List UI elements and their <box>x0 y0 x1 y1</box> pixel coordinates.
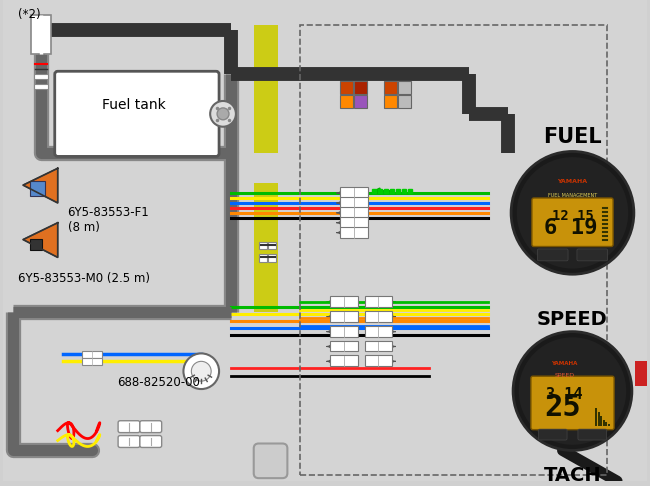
Bar <box>600 416 602 426</box>
Bar <box>330 326 358 337</box>
Text: Fuel tank: Fuel tank <box>102 98 166 112</box>
Circle shape <box>217 108 229 120</box>
Bar <box>254 25 278 154</box>
FancyBboxPatch shape <box>140 435 162 448</box>
FancyBboxPatch shape <box>532 198 613 246</box>
Bar <box>635 361 647 386</box>
Bar <box>384 95 397 108</box>
Bar <box>330 355 358 366</box>
Circle shape <box>210 101 236 127</box>
FancyBboxPatch shape <box>538 429 567 440</box>
Circle shape <box>516 156 629 269</box>
FancyBboxPatch shape <box>577 249 608 261</box>
Bar <box>365 296 393 307</box>
Text: 688-82520-00: 688-82520-00 <box>117 376 200 389</box>
FancyBboxPatch shape <box>538 249 568 261</box>
Circle shape <box>513 331 632 451</box>
Text: TACH: TACH <box>543 466 601 485</box>
Bar <box>354 81 367 94</box>
Bar <box>365 326 393 337</box>
FancyBboxPatch shape <box>118 435 140 448</box>
Text: YAMAHA: YAMAHA <box>551 361 578 366</box>
Bar <box>365 341 393 351</box>
Bar <box>259 254 266 262</box>
Bar <box>30 239 42 250</box>
Bar <box>30 181 45 196</box>
Bar <box>365 311 393 322</box>
Text: SPEED: SPEED <box>554 373 575 378</box>
Polygon shape <box>23 223 58 258</box>
Text: (8 m): (8 m) <box>68 221 99 234</box>
Text: 6 19: 6 19 <box>544 218 597 238</box>
Bar <box>34 74 48 79</box>
FancyBboxPatch shape <box>531 376 614 430</box>
Circle shape <box>518 337 627 446</box>
Bar <box>340 207 367 218</box>
Bar <box>34 84 48 89</box>
Bar <box>605 422 607 426</box>
Bar <box>608 424 610 426</box>
Bar <box>340 217 367 227</box>
Circle shape <box>183 353 219 389</box>
Circle shape <box>191 361 211 381</box>
Bar <box>83 358 102 365</box>
Bar <box>398 81 411 94</box>
Bar <box>598 412 600 426</box>
Bar <box>300 25 607 475</box>
Text: 3 14: 3 14 <box>546 386 583 401</box>
Bar <box>398 95 411 108</box>
Bar <box>384 81 397 94</box>
Text: (*2): (*2) <box>18 8 41 21</box>
Polygon shape <box>23 168 58 203</box>
Bar <box>330 296 358 307</box>
Bar <box>83 351 102 358</box>
FancyBboxPatch shape <box>254 444 287 478</box>
FancyBboxPatch shape <box>140 421 162 433</box>
Bar <box>340 95 353 108</box>
FancyBboxPatch shape <box>118 421 140 433</box>
Text: FUEL MANAGEMENT: FUEL MANAGEMENT <box>548 192 597 197</box>
Bar <box>254 183 278 312</box>
Text: 12 15: 12 15 <box>552 209 593 223</box>
Text: YAMAHA: YAMAHA <box>558 179 588 184</box>
Bar <box>340 81 353 94</box>
Text: 25: 25 <box>544 393 581 422</box>
Text: FUEL: FUEL <box>543 127 602 147</box>
Circle shape <box>511 152 634 274</box>
Bar <box>330 311 358 322</box>
Text: 6Y5-83553-M0 (2.5 m): 6Y5-83553-M0 (2.5 m) <box>18 272 150 285</box>
Bar <box>603 420 605 426</box>
FancyBboxPatch shape <box>578 429 606 440</box>
Bar <box>340 187 367 198</box>
Bar <box>259 242 266 249</box>
Bar <box>268 254 276 262</box>
Bar <box>354 95 367 108</box>
Bar <box>268 242 276 249</box>
Bar <box>595 408 597 426</box>
Text: 6Y5-83553-F1: 6Y5-83553-F1 <box>68 206 150 219</box>
Bar <box>330 341 358 351</box>
Bar <box>340 226 367 238</box>
Text: SPEED: SPEED <box>537 310 608 329</box>
FancyBboxPatch shape <box>55 71 219 156</box>
Bar <box>365 355 393 366</box>
Bar <box>340 197 367 208</box>
Bar <box>31 15 51 54</box>
